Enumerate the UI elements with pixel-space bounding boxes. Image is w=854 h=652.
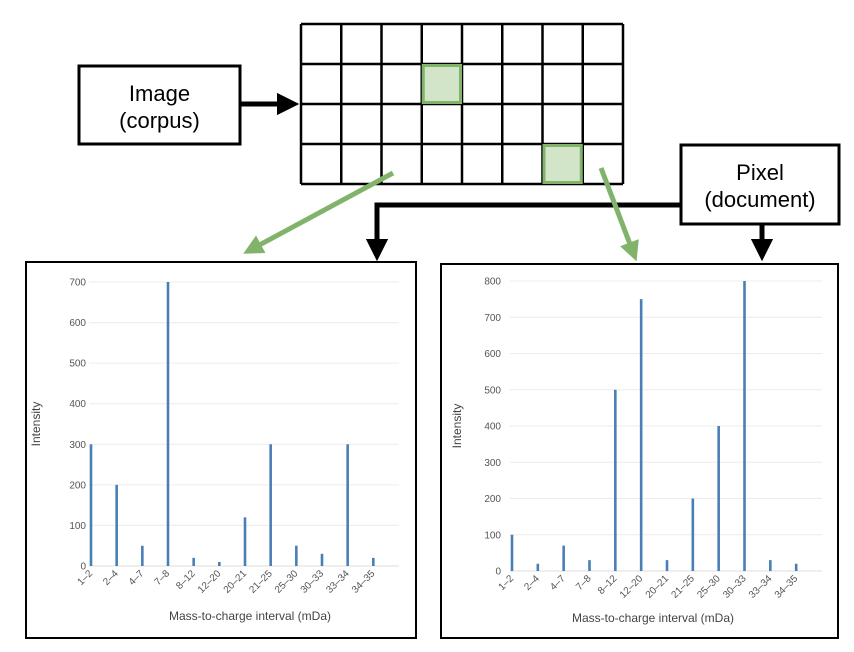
y-tick-label: 0 xyxy=(495,567,501,578)
bar xyxy=(269,444,272,566)
bar xyxy=(614,389,617,571)
bar xyxy=(588,560,591,571)
pixel-box-line1: Pixel xyxy=(736,160,784,185)
pixel-b-to-chart-2-arrow xyxy=(598,167,639,262)
bar xyxy=(717,426,720,571)
bar xyxy=(691,498,695,571)
y-tick-label: 500 xyxy=(484,385,501,396)
bar xyxy=(769,560,772,571)
bar xyxy=(89,444,93,566)
pixel-to-charts-arrows xyxy=(365,202,774,262)
bar xyxy=(320,553,324,566)
pixel-box-line2: (document) xyxy=(704,187,815,212)
bar xyxy=(243,517,247,566)
bar xyxy=(218,561,221,566)
highlighted-pixel-outline xyxy=(542,144,583,184)
y-tick-label: 600 xyxy=(69,318,86,329)
bar xyxy=(665,560,669,571)
pixel-document-box: Pixel (document) xyxy=(679,143,841,226)
y-tick-label: 600 xyxy=(484,349,501,360)
highlighted-pixel-outline xyxy=(421,64,462,104)
y-axis-title: Intensity xyxy=(450,404,464,449)
y-tick-label: 400 xyxy=(484,422,501,433)
y-tick-label: 100 xyxy=(484,530,501,541)
bar xyxy=(141,545,144,566)
y-tick-label: 100 xyxy=(69,521,86,532)
y-tick-label: 200 xyxy=(484,494,501,505)
highlighted-pixel xyxy=(542,144,583,184)
bar xyxy=(166,282,170,566)
y-tick-label: 500 xyxy=(69,359,86,370)
bar xyxy=(794,563,798,571)
y-tick-label: 300 xyxy=(484,458,501,469)
image-corpus-box: Image (corpus) xyxy=(77,64,242,146)
bar xyxy=(295,545,298,566)
image-box-line2: (corpus) xyxy=(119,108,200,133)
y-tick-label: 700 xyxy=(69,278,86,289)
y-tick-label: 400 xyxy=(69,399,86,410)
highlighted-pixel xyxy=(421,64,462,104)
bar xyxy=(743,281,746,571)
bar xyxy=(536,563,540,571)
y-tick-label: 0 xyxy=(80,562,86,573)
bar xyxy=(192,557,195,566)
bar xyxy=(510,534,514,571)
y-tick-label: 200 xyxy=(69,480,86,491)
x-axis-title: Mass-to-charge interval (mDa) xyxy=(572,611,734,625)
bar xyxy=(346,444,349,566)
y-axis-title: Intensity xyxy=(29,402,43,447)
image-box-line1: Image xyxy=(129,81,190,106)
bar xyxy=(562,545,565,571)
bar xyxy=(115,484,118,566)
y-tick-label: 700 xyxy=(484,313,501,324)
x-axis-title: Mass-to-charge interval (mDa) xyxy=(169,609,331,623)
pixel-grid xyxy=(299,22,625,186)
bar xyxy=(372,557,375,566)
y-tick-label: 800 xyxy=(484,277,501,288)
pixel-a-to-chart-1-arrow xyxy=(243,170,395,254)
bar xyxy=(639,299,643,571)
y-tick-label: 300 xyxy=(69,440,86,451)
